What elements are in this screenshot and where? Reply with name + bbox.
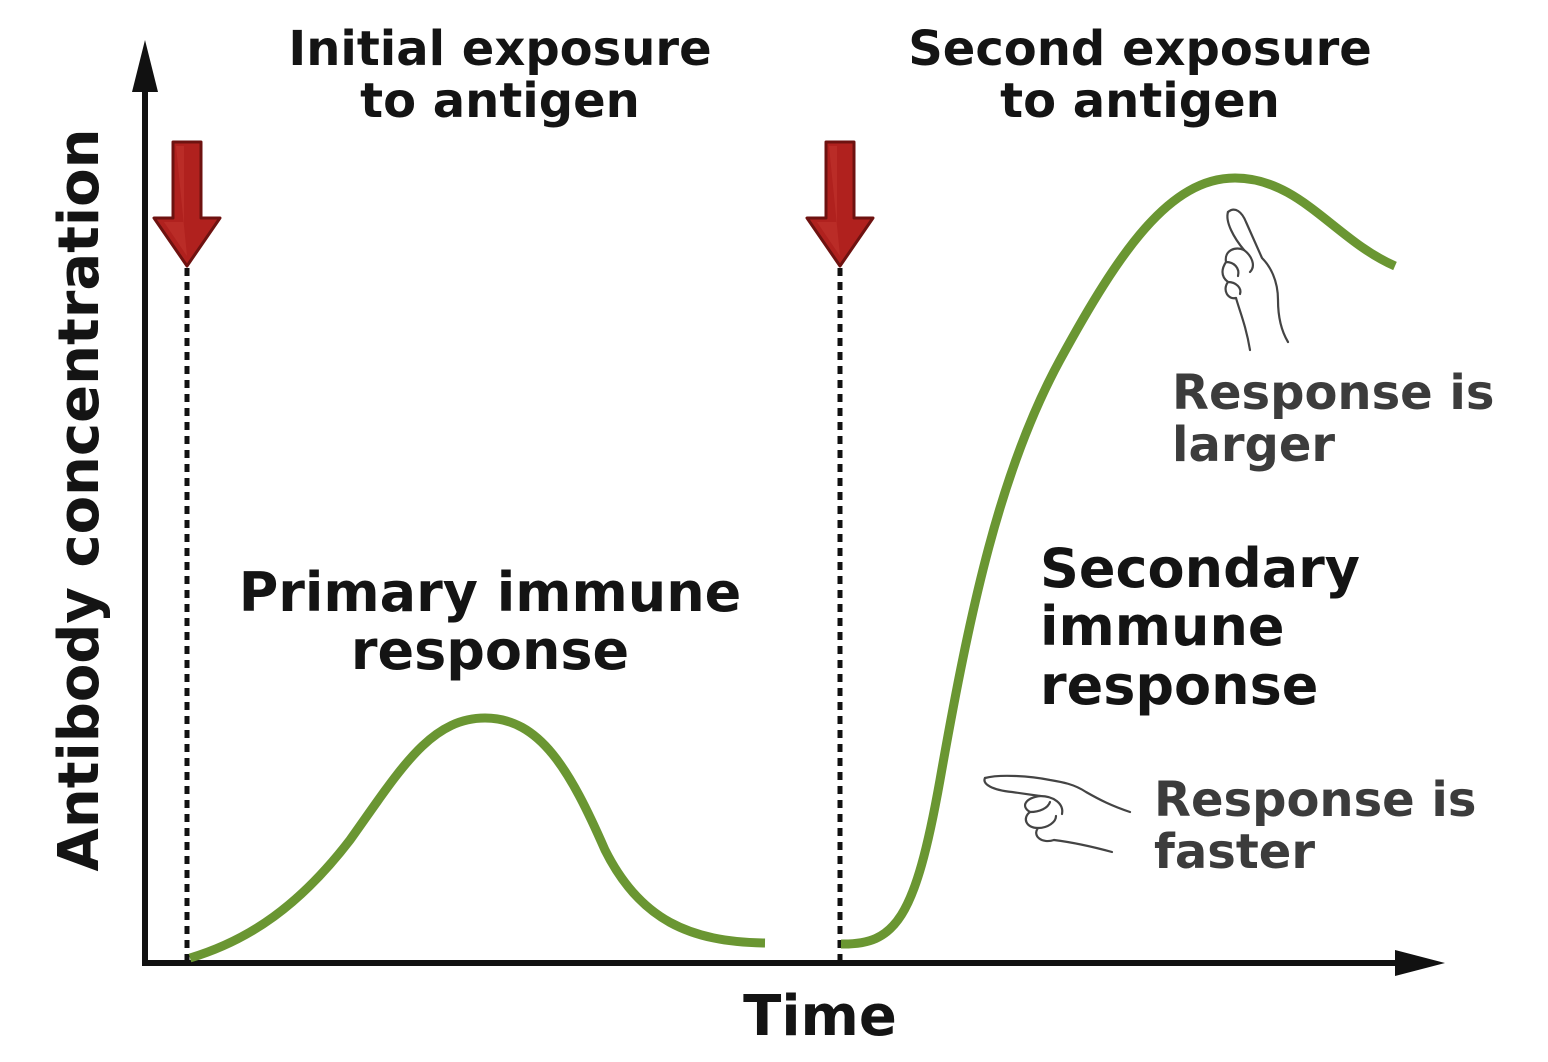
response-larger-label: Response is larger	[1172, 365, 1495, 473]
response-faster-label: Response is faster	[1154, 772, 1477, 880]
primary-response-label: Primary immune response	[238, 561, 742, 683]
pointing-hand-left-icon	[983, 774, 1132, 854]
pointing-hand-up-icon	[1221, 208, 1290, 352]
initial-exposure-arrow-icon	[152, 140, 222, 268]
axes	[132, 40, 1445, 976]
second-exposure-arrow-icon	[805, 140, 875, 268]
initial-exposure-label: Initial exposure to antigen	[288, 21, 712, 129]
second-exposure-label: Second exposure to antigen	[908, 21, 1372, 129]
y-axis-arrowhead	[132, 40, 158, 92]
x-axis-arrowhead	[1395, 950, 1445, 976]
primary-response-curve	[188, 713, 766, 963]
x-axis-label: Time	[743, 984, 897, 1049]
y-axis-label: Antibody concentration	[46, 128, 112, 872]
secondary-response-curve	[840, 173, 1397, 949]
secondary-response-label: Secondary immune response	[1040, 537, 1360, 717]
